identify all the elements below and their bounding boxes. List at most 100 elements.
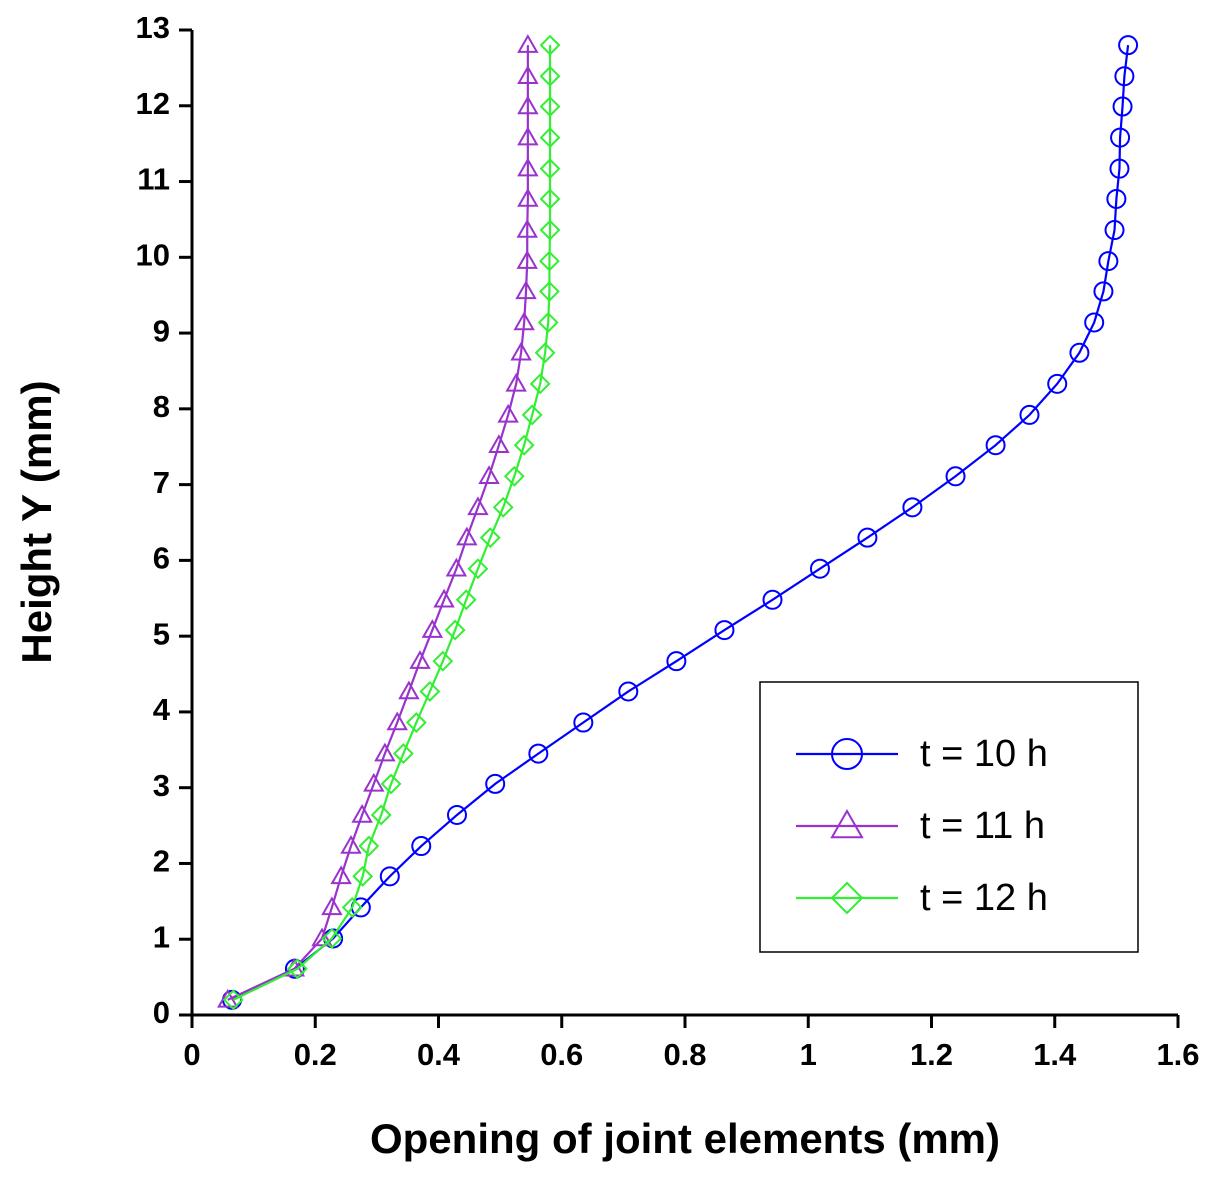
legend-box	[759, 681, 1139, 953]
marker	[445, 557, 468, 577]
marker	[411, 836, 432, 857]
marker	[374, 742, 396, 762]
marker	[1019, 404, 1040, 425]
x-tick-label: 0.8	[663, 1037, 706, 1072]
marker	[517, 157, 539, 177]
legend: t = 10 h t = 11 h t = 12 h	[759, 681, 1139, 953]
marker	[467, 558, 489, 580]
legend-marker	[830, 881, 864, 915]
marker	[321, 896, 343, 916]
x-tick-label: 1.2	[910, 1037, 953, 1072]
marker	[539, 250, 560, 272]
marker	[409, 650, 431, 669]
marker	[985, 435, 1006, 456]
marker	[1112, 96, 1133, 117]
marker	[1106, 188, 1127, 209]
x-tick-label: 0.4	[417, 1037, 461, 1072]
y-tick-label: 3	[153, 768, 170, 803]
y-tick-label: 11	[137, 162, 170, 197]
y-tick-label: 10	[136, 237, 170, 272]
x-axis-title: Opening of joint elements (mm)	[370, 1115, 1000, 1162]
marker	[517, 187, 539, 207]
marker	[467, 496, 489, 516]
marker	[1084, 312, 1105, 333]
marker	[340, 835, 362, 854]
marker	[1104, 220, 1125, 241]
marker	[513, 434, 535, 456]
marker	[539, 280, 560, 302]
y-tick-label: 7	[153, 465, 170, 500]
series-line	[232, 45, 552, 1001]
marker	[392, 743, 414, 765]
marker	[432, 650, 454, 672]
marker	[488, 434, 510, 453]
marker	[1098, 251, 1119, 272]
marker	[515, 280, 537, 300]
marker	[537, 312, 559, 333]
x-tick-label: 0	[183, 1037, 200, 1072]
y-tick-label: 9	[153, 313, 170, 348]
marker	[539, 65, 561, 87]
series-line	[227, 45, 529, 1001]
marker	[311, 927, 333, 947]
y-tick-label: 8	[153, 389, 170, 424]
marker	[286, 958, 308, 980]
marker	[386, 711, 408, 731]
legend-label: t = 12 h	[920, 877, 1048, 919]
marker	[539, 34, 561, 56]
marker	[446, 804, 467, 825]
marker	[321, 928, 343, 949]
marker	[419, 681, 441, 702]
marker	[455, 589, 477, 611]
marker	[398, 680, 420, 700]
x-tick-label: 0.6	[540, 1037, 583, 1072]
y-tick-label: 12	[136, 86, 170, 121]
y-tick-label: 0	[153, 995, 170, 1030]
marker	[539, 158, 561, 180]
series-line	[231, 45, 1130, 1001]
marker	[379, 866, 400, 887]
marker	[380, 773, 402, 795]
marker	[444, 619, 466, 641]
marker	[516, 250, 538, 269]
marker	[479, 527, 501, 549]
marker	[1114, 66, 1135, 87]
y-tick-label: 13	[136, 10, 170, 45]
marker	[857, 527, 878, 548]
y-tick-label: 2	[153, 844, 170, 879]
marker	[945, 466, 966, 487]
marker	[517, 126, 539, 146]
y-tick-label: 6	[153, 541, 170, 576]
legend-marker	[830, 808, 864, 839]
marker	[1109, 158, 1130, 179]
marker	[330, 865, 352, 885]
x-tick-label: 1.4	[1033, 1037, 1077, 1072]
marker	[1093, 281, 1114, 302]
marker	[539, 127, 561, 149]
marker	[618, 681, 639, 702]
marker	[521, 404, 543, 426]
marker	[456, 526, 478, 546]
x-tick-label: 1.6	[1156, 1037, 1199, 1072]
marker	[485, 773, 506, 794]
marker	[478, 465, 500, 485]
marker	[539, 96, 561, 117]
marker	[370, 804, 392, 826]
marker	[534, 342, 556, 364]
marker	[421, 619, 444, 638]
marker	[405, 712, 427, 733]
marker	[902, 497, 923, 518]
marker	[351, 803, 373, 823]
marker	[528, 743, 549, 764]
marker	[503, 465, 525, 487]
marker	[666, 651, 687, 672]
marker	[516, 219, 538, 238]
marker	[517, 34, 539, 53]
x-tick-label: 0.2	[294, 1037, 337, 1072]
legend-marker	[831, 738, 863, 770]
marker	[529, 373, 551, 395]
marker	[714, 620, 735, 641]
marker	[809, 558, 830, 579]
marker	[513, 311, 535, 331]
